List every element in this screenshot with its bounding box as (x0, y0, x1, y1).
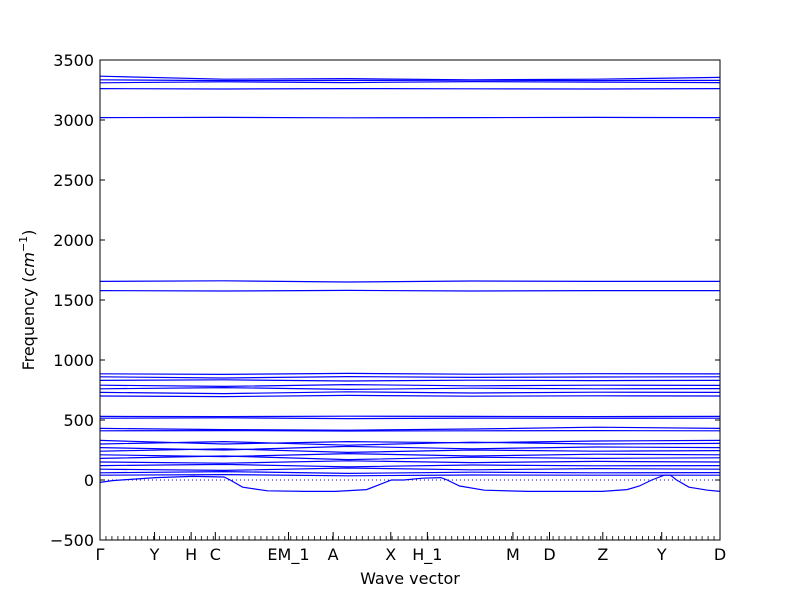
band-line (99, 474, 721, 492)
band-line (99, 383, 721, 388)
y-tick-label: −500 (50, 531, 94, 550)
band-line (99, 372, 721, 376)
x-tick-label: M (506, 545, 520, 564)
y-axis-ticks: −500 0 500 1000 1500 2000 2500 3000 3500 (50, 51, 720, 550)
plot-background (100, 60, 720, 540)
y-axis-label-unit: cm (19, 252, 38, 276)
band-line (99, 455, 721, 461)
x-tick-label: A (328, 545, 339, 564)
band-line (99, 440, 721, 446)
band-line (99, 460, 721, 464)
x-tick-label: H_1 (412, 545, 442, 565)
y-tick-label: 1000 (53, 351, 94, 370)
band-line (99, 394, 721, 398)
band-line (99, 463, 721, 468)
y-tick-label: 500 (63, 411, 94, 430)
band-line (99, 379, 721, 382)
band-line (99, 75, 721, 81)
y-tick-label: 3000 (53, 111, 94, 130)
plot-frame (99, 59, 721, 541)
x-tick-label: X (385, 545, 396, 564)
band-lines (99, 75, 721, 492)
band-line (99, 280, 720, 283)
band-line (99, 391, 721, 395)
y-axis-label-suffix: ) (19, 230, 38, 236)
x-tick-label: Z (597, 545, 608, 564)
band-line (99, 426, 721, 431)
band-line (99, 80, 721, 84)
x-axis-ticks: Γ Y H C EM_1 A X H_1 M D Z Y D (96, 532, 726, 565)
x-tick-label: Γ (96, 545, 105, 564)
y-tick-label: 1500 (53, 291, 94, 310)
x-tick-label: D (543, 545, 555, 564)
y-tick-label: 3500 (53, 51, 94, 70)
x-tick-label: H (185, 545, 197, 564)
band-line (99, 467, 721, 472)
y-tick-label: 2000 (53, 231, 94, 250)
band-line (99, 417, 721, 420)
y-tick-label: 0 (84, 471, 94, 490)
band-line (99, 375, 721, 379)
band-line (99, 470, 721, 475)
x-axis-label: Wave vector (360, 569, 460, 588)
x-tick-label: Y (149, 545, 160, 564)
y-axis-label-prefix: Frequency ( (19, 276, 38, 370)
x-tick-label: Y (656, 545, 667, 564)
band-line (99, 448, 721, 454)
x-tick-label: C (210, 545, 221, 564)
y-tick-label: 2500 (53, 171, 94, 190)
x-tick-label: D (714, 545, 726, 564)
y-axis-label: Frequency (cm−1) (17, 230, 38, 371)
band-line (99, 473, 720, 477)
band-line (99, 79, 721, 82)
band-line (99, 439, 721, 445)
band-line (99, 386, 721, 391)
band-line (99, 289, 720, 292)
x-tick-label: EM_1 (267, 545, 309, 565)
y-axis-label-exponent: −1 (17, 236, 30, 252)
